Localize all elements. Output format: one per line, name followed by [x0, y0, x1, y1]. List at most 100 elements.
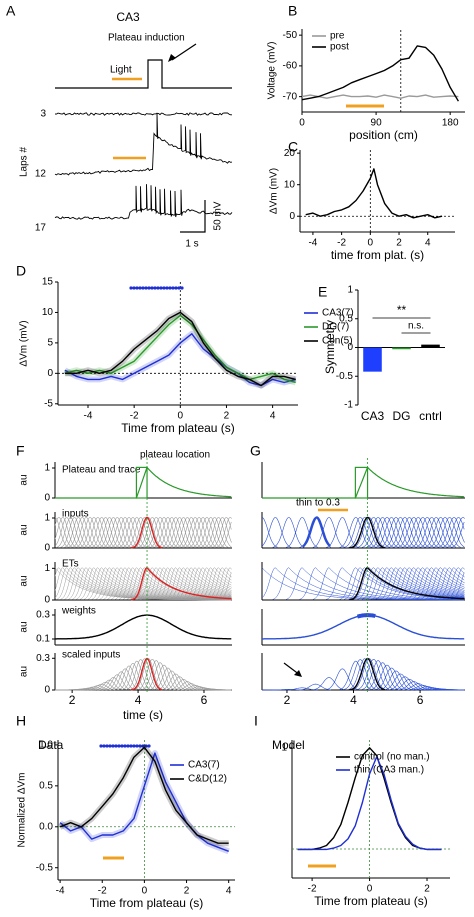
curve: [301, 516, 331, 548]
significance-dot: [132, 744, 136, 748]
curve: [110, 668, 139, 690]
curve: [393, 517, 425, 548]
subplot-title: ETs: [62, 559, 79, 570]
significance-dot: [108, 744, 112, 748]
annotation: n.s.: [408, 321, 424, 332]
y-axis-label: Laps #: [19, 147, 30, 177]
legend-label: CA3(7): [188, 760, 220, 771]
curve: [388, 676, 421, 691]
y-axis-label: au: [19, 666, 30, 677]
curve: [145, 517, 174, 548]
y-tick-label: 0: [47, 368, 53, 379]
significance-dot: [147, 286, 151, 290]
x-tick-label: CA3: [361, 409, 385, 423]
curve: [285, 567, 465, 601]
curve: [361, 660, 394, 690]
y-tick-label: 20: [284, 148, 296, 159]
curve: [55, 614, 232, 640]
curve: [126, 517, 155, 548]
y-tick-label: 0: [347, 342, 353, 353]
curve: [196, 567, 232, 600]
curve: [138, 517, 166, 548]
significance-dot: [117, 744, 121, 748]
curve: [442, 517, 465, 548]
bar: [421, 344, 440, 348]
curve: [157, 517, 186, 548]
significance-dot: [132, 286, 136, 290]
legend-label: Con(5): [322, 336, 353, 347]
curve: [343, 517, 376, 548]
curve: [169, 567, 232, 600]
y-tick-label: 1: [44, 513, 50, 524]
curve: [415, 517, 448, 548]
significance-dot: [120, 744, 124, 748]
x-tick-label: 4: [270, 411, 276, 422]
series-line: [301, 94, 459, 99]
curve: [397, 517, 430, 548]
curve: [169, 678, 198, 691]
legend-label: C&D(12): [188, 774, 227, 785]
panel-letter: G: [250, 443, 261, 459]
curve: [402, 683, 434, 691]
curve: [348, 658, 381, 690]
significance-dot: [165, 286, 169, 290]
y-tick-label: 1: [44, 563, 50, 574]
curve: [91, 517, 120, 548]
curve: [106, 517, 135, 548]
y-tick-label: 0: [44, 493, 50, 504]
y-tick-label: -70: [283, 91, 298, 102]
curve: [419, 517, 452, 548]
panel-title: Model: [272, 738, 305, 752]
panel-letter: A: [6, 3, 16, 19]
protocol-trace: [55, 59, 232, 89]
curve: [326, 517, 358, 548]
curve: [410, 567, 465, 600]
arrowhead: [168, 54, 176, 62]
curve: [56, 517, 85, 548]
panel-letter: C: [288, 139, 298, 155]
x-tick-label: -4: [84, 411, 93, 422]
x-tick-label: 0: [367, 884, 373, 895]
x-axis-label: time (s): [123, 708, 163, 722]
significance-dot: [171, 286, 175, 290]
curve: [384, 517, 417, 548]
bar: [392, 347, 411, 350]
curve: [361, 517, 394, 548]
series-line: [64, 333, 296, 387]
x-tick-label: 90: [371, 118, 383, 129]
curve: [181, 684, 209, 691]
y-axis-label: au: [19, 575, 30, 586]
curve: [299, 683, 332, 691]
curve: [326, 567, 465, 600]
curve: [153, 567, 232, 600]
voltage-trace: [54, 112, 232, 116]
curve: [357, 658, 390, 690]
curve: [145, 662, 174, 690]
x-axis-label: Time from plateau (s): [314, 894, 428, 908]
y-axis-label: Normalized ΔVm: [17, 772, 28, 847]
curve: [375, 567, 465, 600]
curve: [285, 517, 318, 548]
y-tick-label: 0.3: [36, 610, 50, 621]
annotation: Light: [110, 65, 132, 76]
x-tick-label: 2: [224, 411, 230, 422]
curve: [451, 521, 465, 548]
curve: [312, 517, 345, 548]
curve: [157, 670, 186, 690]
x-axis-label: Time from plateau (s): [121, 421, 235, 435]
x-tick-label: 2: [424, 884, 430, 895]
subplot-title: weights: [61, 606, 96, 617]
curve: [215, 517, 232, 548]
curve: [149, 567, 232, 600]
curve: [110, 517, 139, 548]
curve: [339, 567, 465, 600]
panel-letter: D: [16, 263, 26, 279]
y-tick-label: 0: [44, 543, 50, 554]
y-axis-label: Symmetry: [323, 320, 337, 374]
curve: [357, 517, 390, 548]
curve: [428, 517, 461, 548]
series-line: [59, 752, 229, 852]
y-tick-label: 10: [284, 179, 296, 190]
significance-dot: [138, 286, 142, 290]
